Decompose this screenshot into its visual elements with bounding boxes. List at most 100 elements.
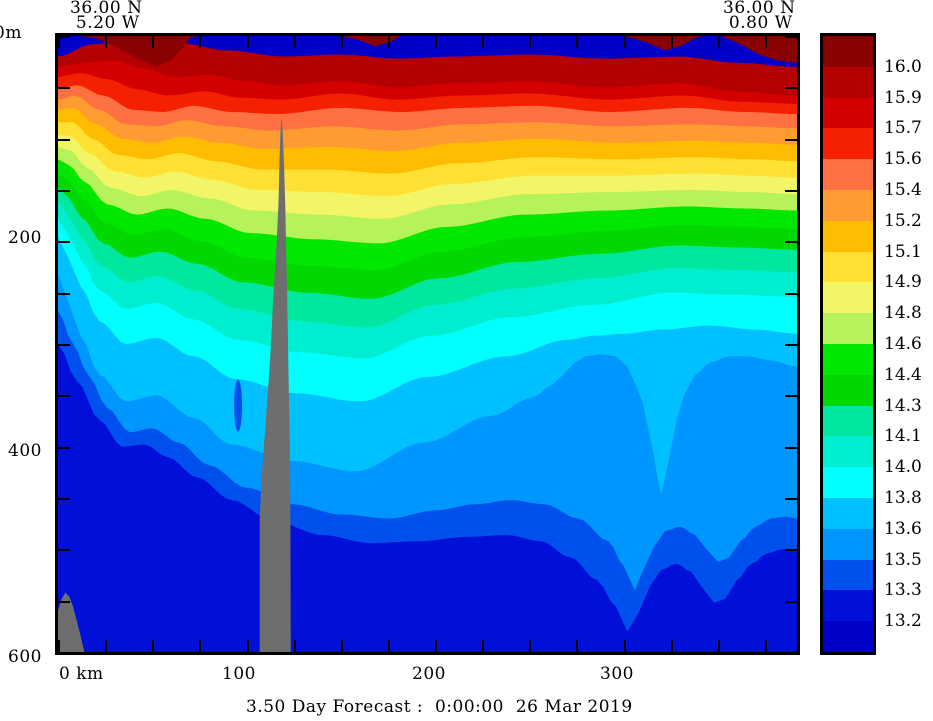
contour-field	[58, 36, 797, 652]
x-tick	[105, 640, 107, 652]
x-axis-label-100: 100	[222, 664, 256, 684]
y-tick	[58, 601, 70, 603]
y-tick	[58, 241, 70, 243]
colorbar-band-15.7	[823, 98, 873, 129]
x-tick	[199, 640, 201, 652]
forecast-caption: 3.50 Day Forecast : 0:00:00 26 Mar 2019	[246, 697, 633, 717]
y-axis-label-200: 200	[8, 228, 42, 248]
band-16.0-patch-1	[341, 36, 401, 46]
x-tick-top	[765, 36, 767, 48]
band-16.0-patch-3	[722, 36, 797, 63]
y-tick-right	[785, 87, 797, 89]
y-tick	[58, 498, 70, 500]
y-tick	[58, 139, 70, 141]
colorbar-band-13.6	[823, 498, 873, 529]
colorbar-band-15.1	[823, 221, 873, 252]
x-tick	[718, 640, 720, 652]
y-tick-right	[785, 601, 797, 603]
colorbar-band-15.9	[823, 67, 873, 98]
x-tick-top	[199, 36, 201, 48]
x-axis-label-0: 0 km	[59, 664, 104, 684]
y-tick-right	[785, 395, 797, 397]
y-tick	[58, 549, 70, 551]
colorbar-band-13.2	[823, 590, 873, 621]
x-tick-top	[482, 36, 484, 48]
colorbar-label-15.7: 15.7	[884, 118, 922, 138]
y-tick	[58, 87, 70, 89]
colorbar-label-14.1: 14.1	[884, 426, 922, 446]
coord-right-lon: 0.80 W	[723, 13, 793, 33]
y-axis-label-400: 400	[8, 441, 42, 461]
x-axis-label-300: 300	[600, 664, 634, 684]
x-tick-top	[576, 36, 578, 48]
y-axis-label-600: 600	[8, 647, 42, 667]
y-tick	[58, 447, 70, 449]
x-tick	[58, 640, 60, 652]
colorbar-band-14.0	[823, 436, 873, 467]
x-tick	[482, 640, 484, 652]
x-tick	[294, 640, 296, 652]
y-tick	[58, 344, 70, 346]
colorbar-label-15.4: 15.4	[884, 180, 922, 200]
colorbar-band-15.2	[823, 190, 873, 221]
y-tick-right	[785, 498, 797, 500]
y-tick-right	[785, 344, 797, 346]
colorbar-band-13.3	[823, 560, 873, 591]
x-tick	[765, 640, 767, 652]
x-tick	[671, 640, 673, 652]
colorbar-label-15.9: 15.9	[884, 88, 922, 108]
x-tick-top	[671, 36, 673, 48]
x-tick-top	[341, 36, 343, 48]
y-tick-right	[785, 139, 797, 141]
x-tick-top	[294, 36, 296, 48]
colorbar-label-16.0: 16.0	[884, 57, 922, 77]
colorbar	[820, 33, 876, 655]
colorbar-band-14.1	[823, 406, 873, 437]
y-tick-right	[785, 241, 797, 243]
x-tick-top	[152, 36, 154, 48]
x-tick-top	[435, 36, 437, 48]
colorbar-label-14.9: 14.9	[884, 272, 922, 292]
colorbar-label-15.1: 15.1	[884, 242, 922, 262]
colorbar-band-14.3	[823, 375, 873, 406]
y-tick-right	[785, 549, 797, 551]
x-tick	[435, 640, 437, 652]
colorbar-band-15.4	[823, 159, 873, 190]
colorbar-band-14.9	[823, 252, 873, 283]
x-tick-top	[529, 36, 531, 48]
plot-clip	[58, 36, 797, 652]
isolated-cold-blob	[234, 380, 242, 432]
y-tick	[58, 395, 70, 397]
colorbar-tick-labels: 16.015.915.715.615.415.215.114.914.814.6…	[884, 33, 933, 655]
colorbar-label-14.6: 14.6	[884, 334, 922, 354]
x-tick-top	[247, 36, 249, 48]
colorbar-label-15.6: 15.6	[884, 149, 922, 169]
x-tick-top	[718, 36, 720, 48]
colorbar-label-13.3: 13.3	[884, 580, 922, 600]
colorbar-label-13.2: 13.2	[884, 611, 922, 631]
x-tick	[624, 640, 626, 652]
x-tick	[529, 640, 531, 652]
temperature-cross-section-plot	[55, 33, 800, 655]
x-tick-top	[624, 36, 626, 48]
x-tick	[576, 640, 578, 652]
x-tick	[388, 640, 390, 652]
colorbar-gradient	[823, 36, 873, 652]
y-tick-right	[785, 447, 797, 449]
x-tick-top	[105, 36, 107, 48]
colorbar-band-14.4	[823, 344, 873, 375]
y-axis-label-0: 0m	[0, 23, 22, 43]
band-16.0-patch-2	[624, 36, 703, 50]
y-tick	[58, 190, 70, 192]
x-axis-label-200: 200	[412, 664, 446, 684]
colorbar-band-13.5	[823, 529, 873, 560]
x-tick	[341, 640, 343, 652]
x-tick	[152, 640, 154, 652]
colorbar-label-13.8: 13.8	[884, 488, 922, 508]
colorbar-band-14.8	[823, 282, 873, 313]
coord-left-lon: 5.20 W	[70, 13, 140, 33]
y-tick-right	[785, 190, 797, 192]
colorbar-label-14.0: 14.0	[884, 457, 922, 477]
y-tick	[58, 293, 70, 295]
colorbar-band-14.6	[823, 313, 873, 344]
